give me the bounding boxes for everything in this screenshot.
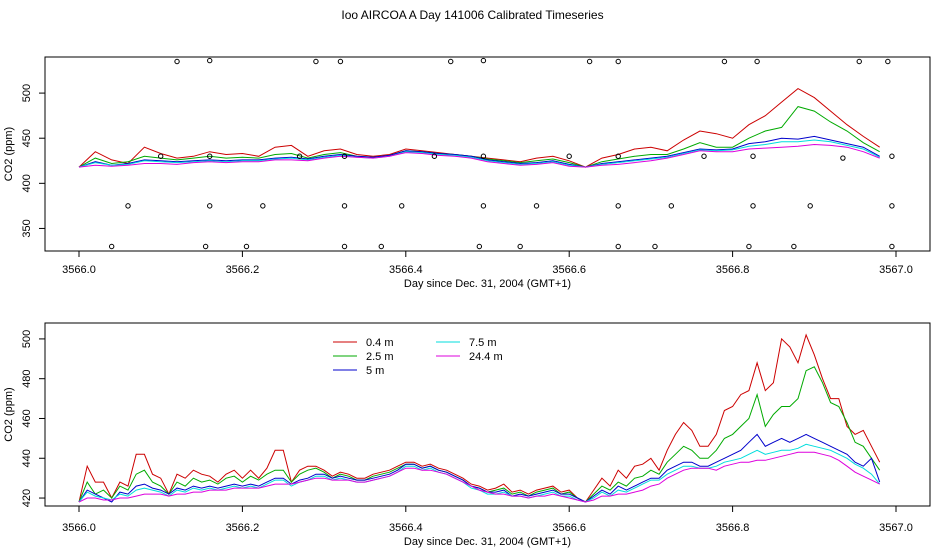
series-line-2-5-m <box>78 366 881 503</box>
y-tick-label: 450 <box>21 129 33 147</box>
x-tick-label: 3566.2 <box>226 522 260 534</box>
flag-marker <box>615 153 621 159</box>
x-tick-label: 3566.6 <box>552 522 586 534</box>
x-tick-label: 3566.6 <box>552 264 586 276</box>
y-tick-label: 500 <box>21 330 33 348</box>
flag-marker <box>108 243 115 250</box>
flag-marker <box>807 203 813 209</box>
flag-marker <box>856 58 862 65</box>
flag-marker <box>652 243 658 250</box>
flag-marker <box>533 203 540 209</box>
x-tick-label: 3566.8 <box>716 522 750 534</box>
x-tick-label: 3566.4 <box>389 264 423 276</box>
flag-marker <box>260 203 266 209</box>
series-line-0-4-m <box>78 87 880 168</box>
x-tick-label: 3567.0 <box>879 264 913 276</box>
flag-marker <box>480 153 487 159</box>
flag-marker <box>889 203 895 209</box>
flag-marker <box>721 58 728 65</box>
flag-marker <box>207 153 213 159</box>
flag-marker <box>341 153 348 159</box>
flag-marker <box>313 58 319 65</box>
plot-frame <box>44 56 931 252</box>
flag-marker <box>701 153 707 159</box>
bottom-panel: 3566.0 3566.2 3566.4 3566.6 3566.8 3567.0 Day … <box>3 322 931 548</box>
flag-marker <box>243 243 250 250</box>
flag-marker <box>615 243 621 250</box>
flag-marker <box>341 243 348 250</box>
flag-marker <box>750 203 756 209</box>
legend-label-24-4-m: 24.4 m <box>469 351 503 363</box>
flag-marker <box>202 243 209 250</box>
flag-marker <box>480 57 487 64</box>
flag-marker <box>207 57 213 64</box>
flag-marker <box>566 153 572 159</box>
y-axis-label: CO2 (ppm) <box>3 127 15 181</box>
y-tick-label: 440 <box>21 449 33 467</box>
legend-label-7-5-m: 7.5 m <box>469 337 497 349</box>
x-tick-label: 3566.0 <box>62 522 96 534</box>
x-tick-label: 3567.0 <box>879 522 913 534</box>
flag-marker <box>341 203 348 209</box>
flag-marker <box>431 153 438 159</box>
series-line-0-4-m <box>78 333 881 503</box>
x-axis-label: Day since Dec. 31, 2004 (GMT+1) <box>404 278 571 290</box>
series-line-7-5-m <box>78 139 880 168</box>
x-tick-label: 3566.2 <box>226 264 260 276</box>
flag-marker <box>889 153 895 159</box>
legend-label-2-5-m: 2.5 m <box>366 351 394 363</box>
y-tick-label: 500 <box>21 84 33 102</box>
flag-marker <box>840 155 846 161</box>
x-tick-label: 3566.0 <box>62 264 96 276</box>
flag-marker <box>668 203 675 209</box>
flag-marker <box>207 203 213 209</box>
top-panel: 3566.0 3566.2 3566.4 3566.6 3566.8 3567.0 Day … <box>3 56 931 290</box>
y-tick-label: 420 <box>21 489 33 507</box>
flag-marker <box>586 58 593 65</box>
flag-marker <box>791 243 797 250</box>
series-line-24-4-m <box>78 143 880 168</box>
flag-marker <box>750 153 756 159</box>
flag-marker <box>158 153 164 159</box>
page-title: Ioo AIRCOA A Day 141006 Calibrated Times… <box>341 8 604 22</box>
flag-marker <box>615 203 621 209</box>
flag-marker <box>885 58 891 65</box>
y-tick-label: 400 <box>21 174 33 192</box>
flag-marker <box>378 243 384 250</box>
y-tick-label: 350 <box>21 219 33 237</box>
x-tick-label: 3566.4 <box>389 522 423 534</box>
series-line-5-m <box>78 135 880 168</box>
flag-marker <box>337 58 344 65</box>
series-line-24-4-m <box>78 451 880 503</box>
flag-marker <box>448 58 454 65</box>
flag-marker <box>476 243 483 250</box>
series-line-5-m <box>78 433 881 503</box>
legend-label-5-m: 5 m <box>366 365 384 377</box>
flag-marker <box>889 243 895 250</box>
flag-marker <box>399 203 405 209</box>
flag-marker <box>615 58 621 65</box>
y-tick-label: 460 <box>21 409 33 427</box>
flag-marker <box>517 243 523 250</box>
x-axis-label: Day since Dec. 31, 2004 (GMT+1) <box>404 536 571 548</box>
flag-marker <box>174 58 180 65</box>
y-axis-label: CO2 (ppm) <box>3 387 15 441</box>
plot-frame <box>44 322 931 507</box>
flag-marker <box>125 203 131 209</box>
legend-label-0-4-m: 0.4 m <box>366 337 394 349</box>
flag-marker <box>754 58 760 65</box>
flag-marker <box>480 203 487 209</box>
x-tick-label: 3566.8 <box>716 264 750 276</box>
flag-marker <box>296 153 303 159</box>
y-tick-label: 480 <box>21 370 33 388</box>
flag-marker <box>746 243 752 250</box>
